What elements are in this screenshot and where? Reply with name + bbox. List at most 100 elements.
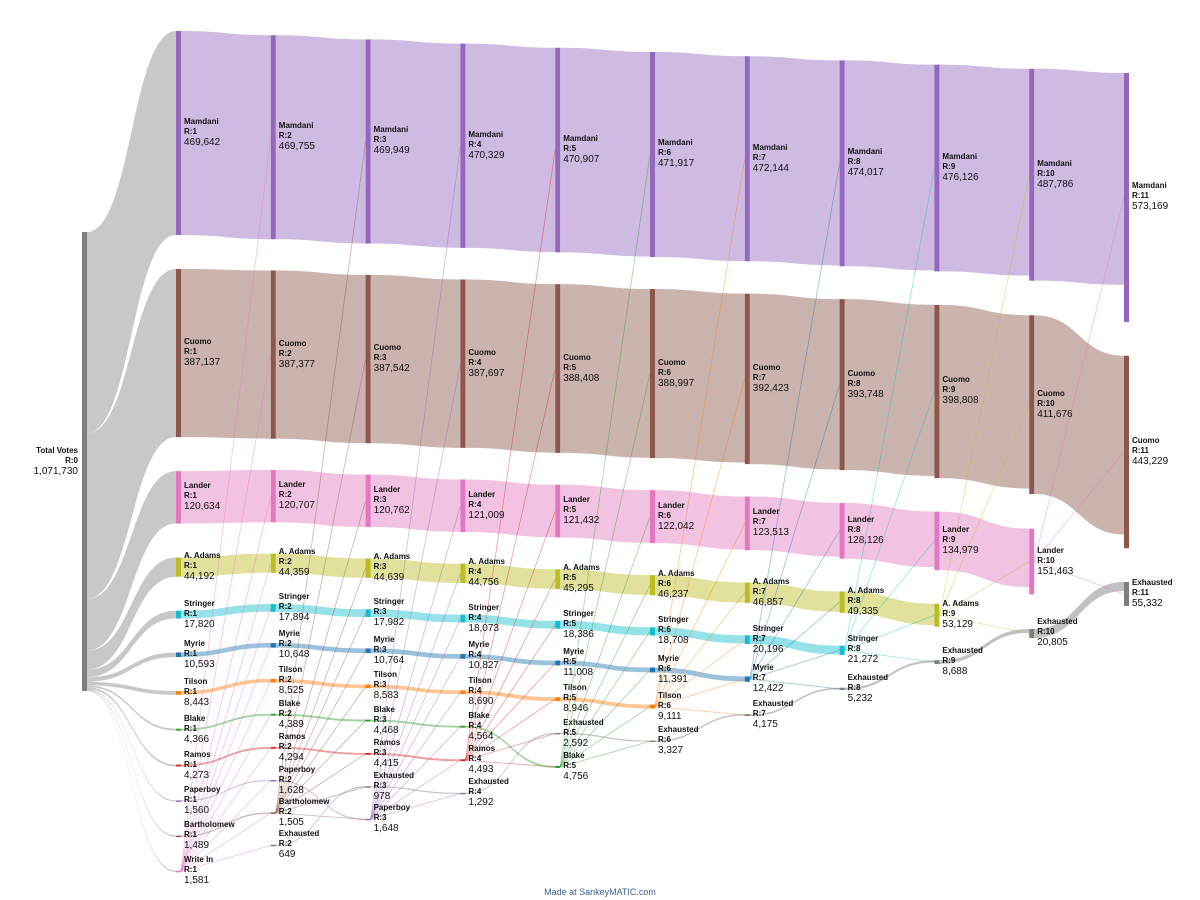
- node-exhausted-r2: [270, 844, 276, 847]
- flow-blake-r1-to-r2: [181, 713, 271, 731]
- node-myrie-r2: [270, 643, 276, 648]
- transfer-blake-to-exhausted-r6: [560, 740, 651, 768]
- node-a-adams-r4: [460, 563, 466, 584]
- transfer-ramos-to-tilson-r5: [465, 698, 556, 761]
- transfer-a-adams-to-exhausted-r10: [939, 614, 1030, 634]
- node-cuomo-r2: [270, 270, 276, 439]
- flow-myrie-r2-to-r3: [275, 643, 366, 654]
- flow-exhausted-r10-to-r11: [1034, 581, 1124, 638]
- node-lander-r2: [270, 469, 276, 523]
- flow-mamdani-r7-to-r8: [749, 56, 840, 266]
- flow-cuomo-r8-to-r9: [844, 299, 935, 476]
- node-cuomo-r9: [934, 304, 940, 479]
- flow-blake-r2-to-r3: [275, 713, 366, 722]
- flow-myrie-r4-to-r5: [465, 654, 556, 666]
- flow-myrie-r3-to-r4: [370, 648, 461, 659]
- node-paperboy-r2: [270, 779, 276, 782]
- node-ramos-r2: [270, 746, 276, 749]
- node-mamdani-r8: [839, 60, 845, 267]
- transfer-blake-to-stringer-r6: [559, 631, 651, 768]
- node-mamdani-r1: [176, 31, 181, 235]
- node-a-adams-r8: [839, 591, 845, 613]
- node-lander-r3: [365, 474, 371, 528]
- node-stringer-r8: [839, 645, 845, 655]
- credit-link[interactable]: Made at SankeyMATIC.com: [544, 887, 656, 897]
- node-exhausted-r8: [839, 687, 845, 690]
- node-paperboy-r1: [176, 800, 181, 802]
- flow-ramos-r1-to-r2: [181, 746, 271, 767]
- flow-cuomo-r9-to-r10: [939, 304, 1030, 489]
- transfer-bartholomew-to-mamdani-r3: [275, 141, 366, 814]
- transfer-write-in-to-myrie-r2: [180, 645, 272, 872]
- node-bartholomew-r2: [270, 812, 276, 814]
- transfer-paperboy-to-myrie-r4: [370, 656, 461, 820]
- node-paperboy-r3: [365, 818, 371, 821]
- node-stringer-r3: [365, 609, 371, 618]
- flow-mamdani-r3-to-r4: [370, 39, 461, 248]
- transfer-bartholomew-to-blake-r3: [275, 720, 366, 814]
- transfer-bartholomew-to-myrie-r3: [275, 650, 366, 814]
- flow-total-to-a-adams: [87, 557, 176, 670]
- node-cuomo-r3: [365, 274, 371, 444]
- transfer-ramos-to-stringer-r5: [465, 624, 556, 761]
- node-ramos-r3: [365, 752, 371, 755]
- transfer-lander-to-exhausted-r11: [1034, 561, 1125, 595]
- flow-stringer-r2-to-r3: [275, 604, 366, 618]
- flow-mamdani-r1-to-r2: [181, 31, 271, 240]
- transfer-tilson-to-exhausted-r7: [654, 706, 745, 716]
- node-mamdani-r9: [934, 64, 940, 272]
- flow-exhausted-r9-to-r10: [939, 628, 1030, 664]
- transfer-write-in-to-mamdani-r2: [180, 137, 272, 872]
- node-lander-r10: [1029, 528, 1035, 595]
- flow-myrie-r5-to-r6: [560, 660, 650, 673]
- transfer-paperboy-to-tilson-r4: [370, 692, 461, 820]
- transfer-blake-to-lander-r6: [559, 516, 651, 768]
- flow-total-to-blake: [87, 685, 176, 731]
- node-mamdani-r11: [1124, 73, 1129, 322]
- node-bartholomew-r1: [176, 835, 181, 838]
- flow-blake-r3-to-r4: [370, 719, 461, 728]
- node-exhausted-r7: [744, 714, 750, 716]
- node-a-adams-r5: [555, 569, 561, 589]
- node-lander-r6: [650, 490, 655, 544]
- transfer-ramos-to-a-adams-r5: [465, 578, 556, 761]
- node-ramos-r1: [176, 764, 181, 767]
- transfer-tilson-to-mamdani-r7: [654, 158, 746, 707]
- transfer-a-adams-to-cuomo-r10: [939, 404, 1030, 616]
- node-cuomo-r8: [839, 299, 845, 471]
- flow-mamdani-r6-to-r7: [655, 52, 745, 262]
- node-lander-r8: [839, 502, 845, 559]
- node-myrie-r5: [555, 660, 561, 666]
- flow-bartholomew-r1-to-r2: [181, 812, 271, 837]
- flow-total-to-paperboy: [87, 689, 176, 802]
- transfer-write-in-to-tilson-r2: [180, 680, 272, 872]
- node-stringer-r4: [460, 614, 466, 623]
- nodes: [82, 31, 1129, 873]
- node-cuomo-r4: [460, 279, 466, 448]
- flow-a-adams-r1-to-r2: [181, 553, 271, 577]
- node-myrie-r7: [744, 676, 750, 682]
- node-myrie-r1: [176, 652, 181, 658]
- node-cuomo-r6: [650, 289, 655, 459]
- transfer-tilson-to-a-adams-r7: [654, 592, 746, 707]
- transfer-lander-to-mamdani-r11: [1033, 197, 1125, 562]
- transfer-myrie-to-mamdani-r8: [749, 163, 840, 680]
- transfer-write-in-to-cuomo-r2: [180, 354, 272, 872]
- node-tilson-r6: [650, 704, 655, 709]
- node-exhausted-r4: [460, 792, 466, 795]
- node-mamdani-r10: [1029, 68, 1035, 281]
- node-exhausted-r9: [934, 660, 940, 664]
- flow-tilson-r4-to-r5: [465, 690, 556, 701]
- transfer-bartholomew-to-stringer-r3: [275, 612, 366, 814]
- node-exhausted-r5: [555, 732, 561, 735]
- node-exhausted-r11: [1124, 581, 1129, 606]
- transfer-blake-to-mamdani-r6: [559, 154, 651, 768]
- flow-stringer-r5-to-r6: [560, 620, 650, 636]
- flow-total-to-tilson: [87, 681, 176, 695]
- transfer-blake-to-cuomo-r6: [559, 373, 651, 768]
- transfer-paperboy-to-stringer-r4: [370, 618, 461, 820]
- node-lander-r7: [744, 496, 750, 551]
- flow-total-to-bartholomew: [87, 689, 176, 837]
- transfer-myrie-to-stringer-r8: [749, 649, 840, 680]
